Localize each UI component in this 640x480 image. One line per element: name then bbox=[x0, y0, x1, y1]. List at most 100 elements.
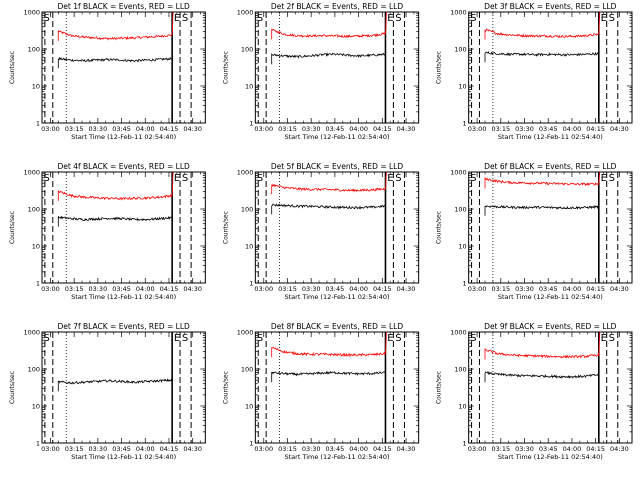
start-marker: S bbox=[44, 333, 50, 344]
x-tick-label: 03:15 bbox=[278, 445, 297, 453]
plot-frame bbox=[41, 331, 206, 444]
x-tick-label: 04:00 bbox=[349, 125, 368, 133]
end-marker: E bbox=[601, 333, 607, 344]
x-tick-label: 03:00 bbox=[41, 125, 60, 133]
x-axis-label: Start Time (12-Feb-11 02:54:40) bbox=[71, 133, 176, 141]
x-tick-label: 03:15 bbox=[278, 125, 297, 133]
chart-panel-7: Det 7f BLACK = Events, RED = LLD 1 10 100 10… bbox=[9, 322, 206, 461]
x-axis-label: Start Time (12-Feb-11 02:54:40) bbox=[285, 453, 390, 461]
end-marker: S bbox=[182, 13, 188, 24]
y-axis-label: Counts/sec bbox=[436, 51, 443, 84]
plot-frame bbox=[468, 11, 633, 124]
series-line-events bbox=[271, 203, 386, 215]
y-tick-label: 1 bbox=[249, 440, 253, 448]
x-tick-label: 03:15 bbox=[491, 445, 510, 453]
chart-title: Det 1f BLACK = Events, RED = LLD bbox=[58, 2, 191, 11]
end-marker: S bbox=[395, 173, 401, 184]
y-tick-label: 100 bbox=[454, 46, 466, 54]
end-marker: E bbox=[387, 13, 393, 24]
x-tick-label: 04:00 bbox=[563, 125, 582, 133]
series-line-lld bbox=[271, 331, 387, 358]
x-tick-label: 03:30 bbox=[302, 445, 321, 453]
chart-title: Det 3f BLACK = Events, RED = LLD bbox=[484, 2, 617, 11]
x-tick-label: 04:00 bbox=[136, 125, 155, 133]
x-tick-label: 03:00 bbox=[468, 445, 487, 453]
series-line-lld bbox=[271, 171, 387, 195]
series-line-events bbox=[484, 204, 599, 216]
x-tick-label: 03:15 bbox=[65, 285, 84, 293]
chart-title: Det 6f BLACK = Events, RED = LLD bbox=[484, 162, 617, 171]
x-tick-label: 03:00 bbox=[41, 285, 60, 293]
y-axis-label: Counts/sec bbox=[436, 211, 443, 244]
y-tick-label: 1000 bbox=[237, 9, 254, 17]
x-tick-label: 04:15 bbox=[160, 125, 179, 133]
chart-panel-6: Det 6f BLACK = Events, RED = LLD 1 10 100 10… bbox=[436, 162, 633, 301]
end-marker: E bbox=[174, 13, 180, 24]
y-axis-label: Counts/sec bbox=[436, 371, 443, 404]
x-axis-label: Start Time (12-Feb-11 02:54:40) bbox=[285, 293, 390, 301]
series-line-lld bbox=[484, 331, 601, 360]
end-marker: S bbox=[182, 333, 188, 344]
x-tick-label: 04:15 bbox=[586, 285, 605, 293]
y-tick-label: 10 bbox=[32, 243, 40, 251]
y-tick-label: 1 bbox=[36, 440, 40, 448]
y-tick-label: 1 bbox=[36, 280, 40, 288]
x-axis-label: Start Time (12-Feb-11 02:54:40) bbox=[498, 133, 603, 141]
x-tick-label: 04:15 bbox=[160, 445, 179, 453]
plot-frame bbox=[254, 331, 420, 444]
series-line-lld bbox=[57, 11, 174, 41]
x-tick-label: 03:00 bbox=[254, 125, 273, 133]
y-tick-label: 1 bbox=[249, 280, 253, 288]
x-tick-label: 03:45 bbox=[112, 125, 131, 133]
x-tick-label: 04:15 bbox=[373, 445, 392, 453]
plot-frame bbox=[468, 171, 633, 284]
chart-title: Det 2f BLACK = Events, RED = LLD bbox=[271, 2, 404, 11]
x-tick-label: 03:00 bbox=[254, 285, 273, 293]
x-tick-label: 03:30 bbox=[515, 445, 534, 453]
y-tick-label: 1 bbox=[463, 440, 467, 448]
y-tick-label: 10 bbox=[458, 83, 466, 91]
y-tick-label: 1 bbox=[36, 120, 40, 128]
end-marker: E bbox=[387, 333, 393, 344]
series-line-lld bbox=[271, 11, 387, 40]
start-marker: S bbox=[470, 173, 476, 184]
x-tick-label: 04:30 bbox=[397, 445, 416, 453]
end-marker: S bbox=[609, 173, 615, 184]
x-tick-label: 04:00 bbox=[349, 445, 368, 453]
end-marker: S bbox=[395, 13, 401, 24]
chart-title: Det 7f BLACK = Events, RED = LLD bbox=[58, 322, 191, 331]
chart-panel-5: Det 5f BLACK = Events, RED = LLD 1 10 100 10… bbox=[222, 162, 420, 301]
x-tick-label: 04:30 bbox=[183, 285, 202, 293]
x-tick-label: 03:00 bbox=[468, 125, 487, 133]
y-tick-label: 100 bbox=[28, 366, 40, 374]
y-tick-label: 10 bbox=[32, 83, 40, 91]
y-tick-label: 100 bbox=[454, 206, 466, 214]
chart-title: Det 4f BLACK = Events, RED = LLD bbox=[58, 162, 191, 171]
x-tick-label: 03:45 bbox=[326, 125, 345, 133]
end-marker: E bbox=[601, 13, 607, 24]
x-tick-label: 04:15 bbox=[373, 285, 392, 293]
x-tick-label: 04:30 bbox=[183, 445, 202, 453]
x-tick-label: 03:00 bbox=[468, 285, 487, 293]
chart-panel-1: Det 1f BLACK = Events, RED = LLD 1 10 100 10… bbox=[9, 2, 206, 141]
x-tick-label: 04:30 bbox=[183, 125, 202, 133]
plot-frame bbox=[468, 331, 633, 444]
x-tick-label: 04:30 bbox=[610, 285, 629, 293]
x-tick-label: 03:45 bbox=[539, 125, 558, 133]
x-tick-label: 03:00 bbox=[41, 445, 60, 453]
x-tick-label: 03:15 bbox=[65, 125, 84, 133]
y-tick-label: 1000 bbox=[23, 329, 40, 337]
x-axis-label: Start Time (12-Feb-11 02:54:40) bbox=[498, 453, 603, 461]
x-tick-label: 03:30 bbox=[88, 125, 107, 133]
start-marker: S bbox=[257, 13, 263, 24]
end-marker: E bbox=[601, 173, 607, 184]
y-tick-label: 100 bbox=[241, 46, 253, 54]
y-tick-label: 1000 bbox=[237, 329, 254, 337]
y-axis-label: Counts/sec bbox=[9, 51, 16, 84]
x-axis-label: Start Time (12-Feb-11 02:54:40) bbox=[71, 453, 176, 461]
chart-title: Det 5f BLACK = Events, RED = LLD bbox=[271, 162, 404, 171]
x-tick-label: 03:15 bbox=[278, 285, 297, 293]
end-marker: S bbox=[182, 173, 188, 184]
series-line-events bbox=[271, 370, 386, 383]
